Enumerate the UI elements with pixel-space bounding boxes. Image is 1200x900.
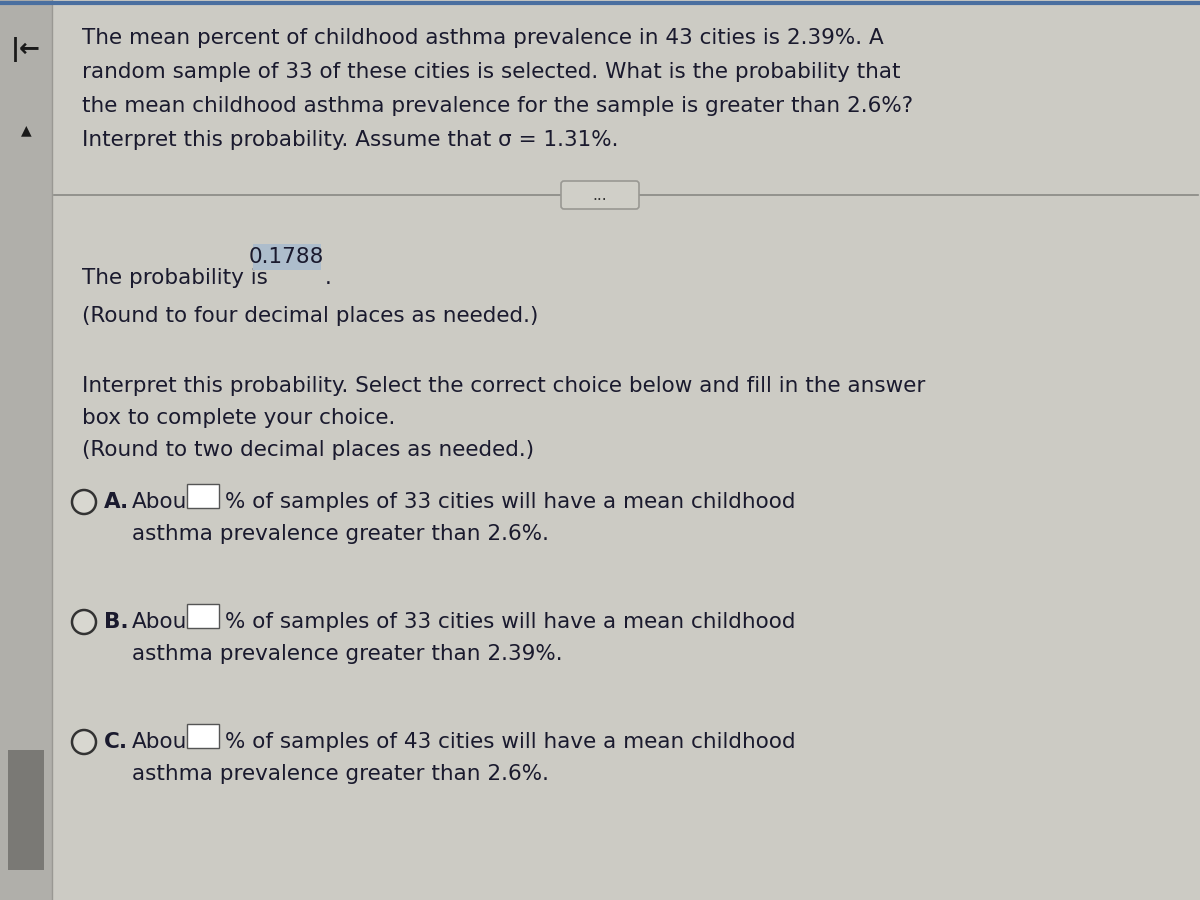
Text: the mean childhood asthma prevalence for the sample is greater than 2.6%?: the mean childhood asthma prevalence for… bbox=[82, 96, 913, 116]
Bar bbox=[0, 0, 52, 900]
Text: (Round to four decimal places as needed.): (Round to four decimal places as needed.… bbox=[82, 306, 539, 326]
Text: The probability is: The probability is bbox=[82, 268, 275, 288]
Text: Interpret this probability. Assume that σ = 1.31%.: Interpret this probability. Assume that … bbox=[82, 130, 618, 150]
Text: % of samples of 33 cities will have a mean childhood: % of samples of 33 cities will have a me… bbox=[226, 612, 796, 632]
Text: About: About bbox=[132, 492, 196, 512]
Bar bbox=[8, 750, 44, 870]
Text: About: About bbox=[132, 732, 196, 752]
Text: B.: B. bbox=[104, 612, 128, 632]
Text: .: . bbox=[325, 268, 331, 288]
Circle shape bbox=[72, 490, 96, 514]
Text: asthma prevalence greater than 2.39%.: asthma prevalence greater than 2.39%. bbox=[132, 644, 563, 664]
Text: C.: C. bbox=[104, 732, 128, 752]
Bar bbox=[187, 724, 220, 748]
Text: % of samples of 33 cities will have a mean childhood: % of samples of 33 cities will have a me… bbox=[226, 492, 796, 512]
FancyBboxPatch shape bbox=[562, 181, 640, 209]
Text: 0.1788: 0.1788 bbox=[250, 247, 324, 267]
Text: asthma prevalence greater than 2.6%.: asthma prevalence greater than 2.6%. bbox=[132, 764, 550, 784]
Text: ▲: ▲ bbox=[20, 123, 31, 137]
Circle shape bbox=[72, 610, 96, 634]
Circle shape bbox=[72, 730, 96, 754]
Text: random sample of 33 of these cities is selected. What is the probability that: random sample of 33 of these cities is s… bbox=[82, 62, 900, 82]
Bar bbox=[187, 484, 220, 508]
Bar bbox=[253, 244, 320, 270]
Text: A.: A. bbox=[104, 492, 130, 512]
Text: About: About bbox=[132, 612, 196, 632]
Text: % of samples of 43 cities will have a mean childhood: % of samples of 43 cities will have a me… bbox=[226, 732, 796, 752]
Text: ...: ... bbox=[593, 187, 607, 202]
Text: The mean percent of childhood asthma prevalence in 43 cities is 2.39%. A: The mean percent of childhood asthma pre… bbox=[82, 28, 883, 48]
Bar bbox=[187, 604, 220, 628]
Text: box to complete your choice.: box to complete your choice. bbox=[82, 408, 395, 428]
Text: Interpret this probability. Select the correct choice below and fill in the answ: Interpret this probability. Select the c… bbox=[82, 376, 925, 396]
Text: (Round to two decimal places as needed.): (Round to two decimal places as needed.) bbox=[82, 440, 534, 460]
Text: |←: |← bbox=[11, 38, 41, 62]
Text: asthma prevalence greater than 2.6%.: asthma prevalence greater than 2.6%. bbox=[132, 524, 550, 544]
